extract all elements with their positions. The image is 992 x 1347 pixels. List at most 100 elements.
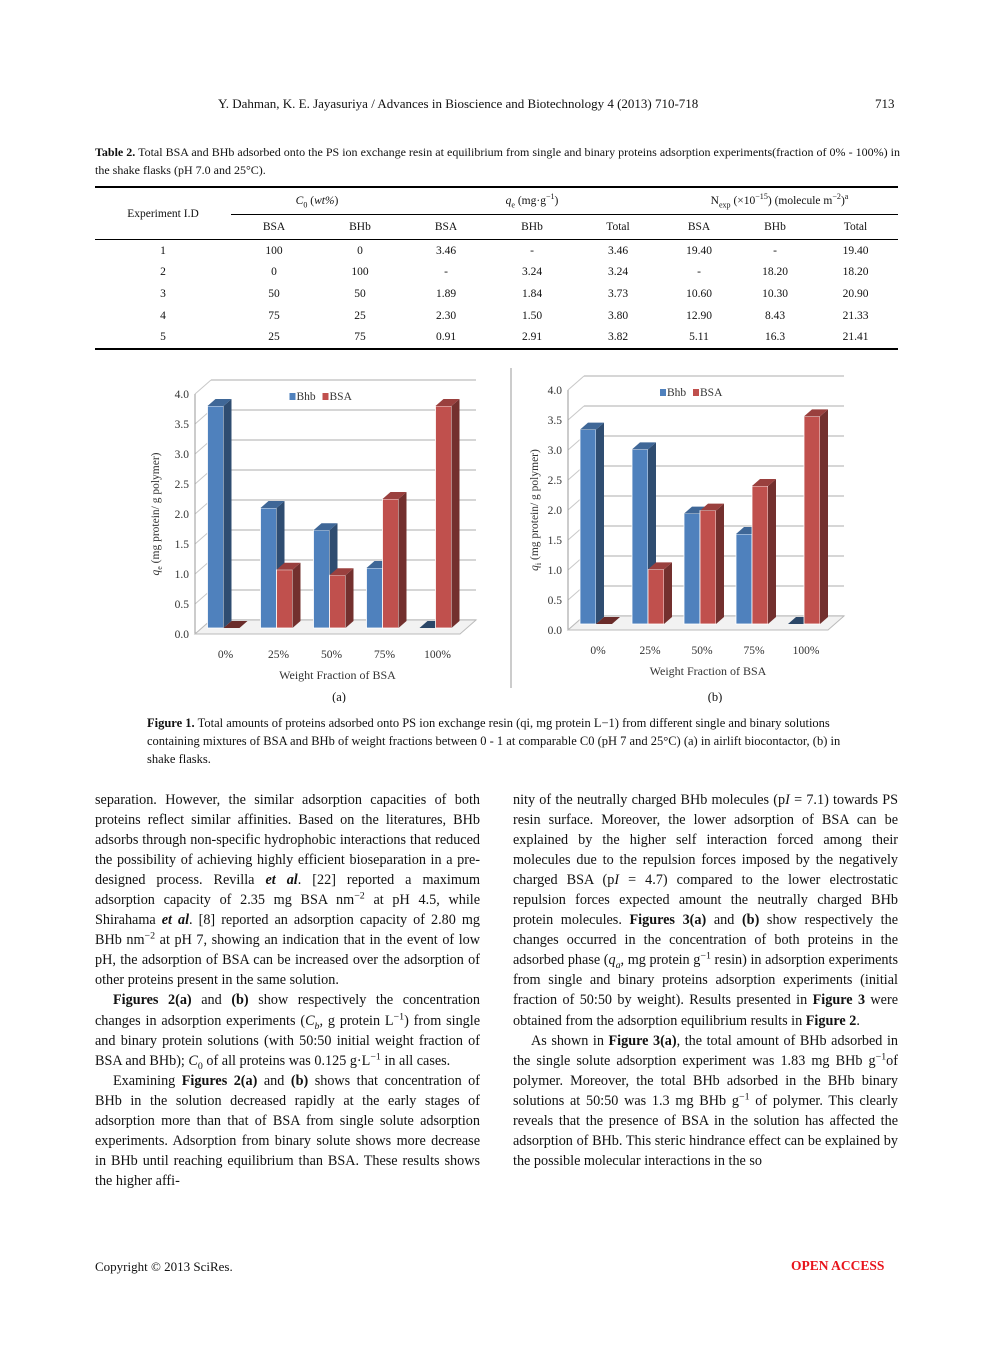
svg-text:qe (mg protein/ g polymer): qe (mg protein/ g polymer): [150, 452, 164, 575]
table-label: Table 2.: [95, 145, 136, 159]
table-cell: 2.91: [521, 331, 543, 344]
svg-text:Weight Fraction of BSA: Weight Fraction of BSA: [279, 668, 396, 682]
table-cell: 12.90: [686, 309, 712, 322]
table-cell: 2: [160, 266, 166, 279]
table-cell: 3: [160, 287, 166, 300]
table-cell: 3.46: [607, 244, 629, 257]
sub-header-bsa: BSA: [661, 214, 737, 240]
running-title: Y. Dahman, K. E. Jayasuriya / Advances i…: [218, 96, 699, 111]
table-cell: 50: [354, 287, 366, 300]
table-cell: 1: [160, 244, 166, 257]
open-access-label: OPEN ACCESS: [791, 1258, 885, 1273]
body-paragraph: Figures 2(a) and (b) show respectively t…: [95, 992, 480, 1072]
figure-label: Figure 1.: [147, 716, 195, 730]
table-cell: -: [444, 266, 448, 279]
table-cell: -: [530, 244, 534, 257]
header-nexp: Nexp (×10−15) (molecule m−2)a: [710, 192, 849, 210]
table-cell: 1.50: [521, 309, 543, 322]
svg-text:3.5: 3.5: [548, 415, 563, 427]
svg-text:qi (mg protein/ g polymer): qi (mg protein/ g polymer): [529, 449, 543, 571]
svg-text:3.0: 3.0: [175, 449, 190, 461]
table-cell: -: [773, 244, 777, 257]
svg-text:(a): (a): [332, 690, 346, 703]
svg-text:75%: 75%: [374, 649, 396, 661]
table-row: 3 50 50 1.89 1.84 3.73 10.60 10.30 20.90: [95, 283, 898, 305]
table-row: 5 25 75 0.91 2.91 3.82 5.11 16.3 21.41: [95, 326, 898, 349]
body-column-right: nity of the neutrally charged BHb molecu…: [513, 790, 898, 1171]
table-2: Experiment I.D C0 (wt%) qe (mg·g−1) Nexp…: [95, 186, 898, 350]
page-number: 713: [875, 96, 895, 111]
svg-text:2.0: 2.0: [175, 509, 190, 521]
body-paragraph: Examining Figures 2(a) and (b) shows tha…: [95, 1072, 480, 1189]
svg-text:0.5: 0.5: [548, 595, 563, 607]
table-cell: 5: [160, 331, 166, 344]
sub-header-row: BSA BHb BSA BHb Total BSA BHb Total: [95, 214, 898, 240]
table-cell: 10.60: [686, 287, 712, 300]
svg-text:0.0: 0.0: [548, 625, 563, 637]
svg-text:1.5: 1.5: [548, 535, 563, 547]
header-qe: qe (mg·g−1): [505, 192, 559, 210]
svg-text:BSA: BSA: [330, 391, 353, 403]
table-cell: 21.33: [842, 309, 869, 322]
svg-text:(b): (b): [708, 690, 723, 703]
copyright: Copyright © 2013 SciRes.: [95, 1259, 233, 1274]
svg-text:Bhb: Bhb: [297, 391, 316, 403]
svg-text:1.0: 1.0: [548, 565, 563, 577]
body-paragraph: separation. However, the similar adsorpt…: [95, 792, 480, 989]
svg-text:Bhb: Bhb: [667, 387, 686, 399]
table-cell: 0: [271, 266, 277, 279]
table-cell: 50: [268, 287, 280, 300]
table-cell: 10.30: [762, 287, 788, 300]
svg-text:50%: 50%: [321, 649, 343, 661]
table-cell: 100: [351, 266, 369, 279]
sub-header-total: Total: [575, 214, 661, 240]
table-cell: -: [697, 266, 701, 279]
sub-header-total: Total: [813, 214, 898, 240]
svg-text:2.0: 2.0: [548, 505, 563, 517]
table-cell: 20.90: [842, 287, 869, 300]
bar-chart-a: 0.0 0.5 1.0 1.5 2.0 2.5 3.0 3.5 4.0 0% 25% 50% 75% 10…: [150, 379, 478, 703]
table-cell: 25: [354, 309, 366, 322]
table-cell: 3.46: [435, 244, 457, 257]
sub-header-bhb: BHb: [489, 214, 575, 240]
table-cell: 21.41: [842, 331, 869, 344]
svg-text:25%: 25%: [639, 645, 661, 657]
table-cell: 3.24: [607, 266, 629, 279]
sub-header-bhb: BHb: [737, 214, 813, 240]
table-cell: 3.73: [607, 287, 629, 300]
table-cell: 0.91: [435, 331, 457, 344]
svg-text:2.5: 2.5: [548, 475, 563, 487]
table-cell: 3.24: [521, 266, 543, 279]
svg-text:100%: 100%: [793, 645, 820, 657]
svg-text:3.0: 3.0: [548, 445, 563, 457]
svg-text:1.0: 1.0: [175, 569, 190, 581]
table-body: 1 100 0 3.46 - 3.46 19.40 - 19.40 2 0 100 - 3.24 3.24 -…: [95, 239, 898, 349]
svg-text:0.0: 0.0: [175, 629, 190, 641]
table-cell: 2.30: [435, 309, 457, 322]
svg-text:4.0: 4.0: [548, 385, 563, 397]
svg-text:50%: 50%: [691, 645, 713, 657]
table-cell: 1.84: [521, 287, 543, 300]
table-row: 1 100 0 3.46 - 3.46 19.40 - 19.40: [95, 240, 898, 262]
chart-b: 0.0 0.5 1.0 1.5 2.0 2.5 3.0 3.5 4.0 0% 25% 50% 75% 10…: [510, 368, 860, 703]
body-paragraph: nity of the neutrally charged BHb molecu…: [513, 792, 899, 1029]
header-c0: C0 (wt%): [295, 195, 339, 210]
svg-text:0%: 0%: [218, 649, 234, 661]
table-row: 2 0 100 - 3.24 3.24 - 18.20 18.20: [95, 262, 898, 284]
table-cell: 25: [268, 331, 280, 344]
sub-header-bsa: BSA: [403, 214, 489, 240]
svg-text:3.5: 3.5: [175, 419, 190, 431]
bar-chart-b: 0.0 0.5 1.0 1.5 2.0 2.5 3.0 3.5 4.0 0% 25% 50% 75% 10…: [510, 368, 846, 703]
table-cell: 16.3: [764, 331, 786, 344]
table-row: 4 75 25 2.30 1.50 3.80 12.90 8.43 21.33: [95, 305, 898, 327]
sub-header-bhb: BHb: [317, 214, 403, 240]
svg-text:4.0: 4.0: [175, 389, 190, 401]
svg-text:2.5: 2.5: [175, 479, 190, 491]
svg-text:25%: 25%: [268, 649, 290, 661]
table-cell: 4: [160, 309, 166, 322]
table-cell: 19.40: [842, 244, 869, 257]
table-caption-text: Total BSA and BHb adsorbed onto the PS i…: [95, 145, 900, 177]
svg-text:Weight Fraction of BSA: Weight Fraction of BSA: [650, 664, 767, 678]
table-cell: 8.43: [764, 309, 786, 322]
table-cell: 18.20: [762, 266, 788, 279]
